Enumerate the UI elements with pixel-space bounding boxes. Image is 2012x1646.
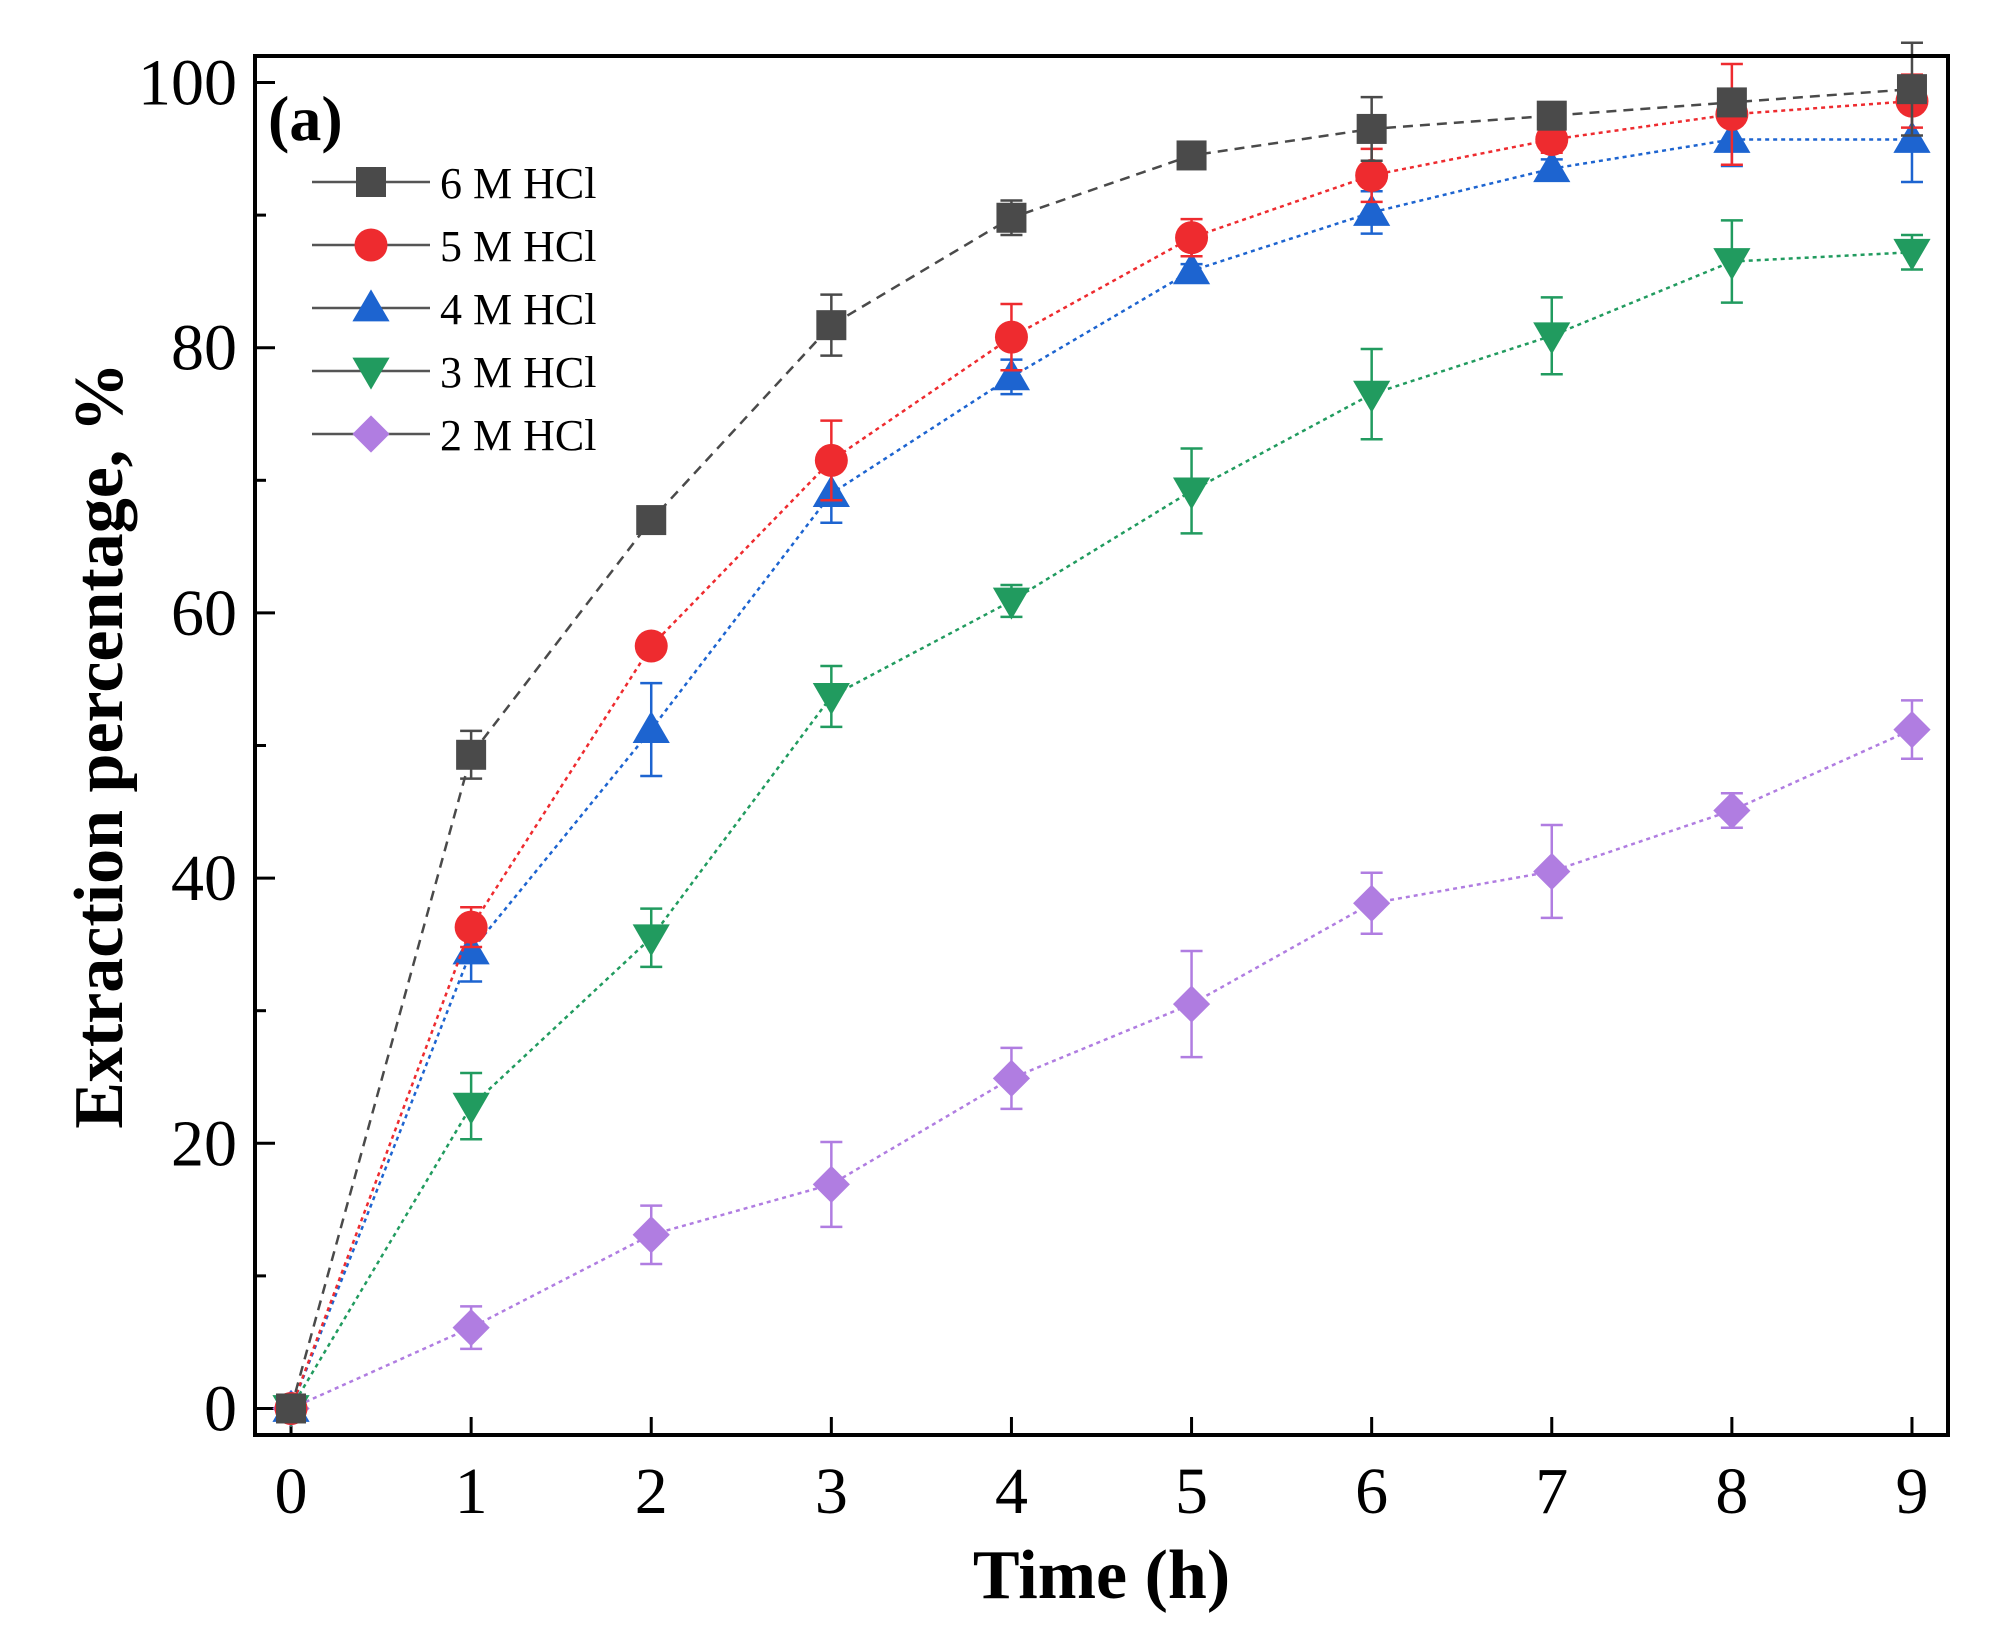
data-point [1713, 248, 1751, 281]
series-layer [272, 41, 1931, 1428]
data-point [1896, 74, 1927, 105]
x-tick-label: 2 [635, 1455, 668, 1528]
legend-label: 6 M HCl [440, 159, 596, 208]
data-point [992, 1059, 1031, 1097]
y-tick-label: 100 [138, 47, 237, 120]
data-point [452, 1308, 490, 1347]
data-point [456, 739, 487, 770]
data-point [1535, 123, 1569, 157]
data-point [452, 1092, 490, 1125]
data-point [452, 932, 490, 965]
data-point [1893, 710, 1931, 749]
data-point [1533, 150, 1571, 183]
legend-label: 5 M HCl [440, 222, 596, 271]
y-tick-label: 80 [171, 312, 237, 385]
y-tick-label: 20 [171, 1107, 237, 1180]
data-point [1175, 221, 1209, 255]
data-point [1533, 852, 1571, 891]
data-point [1893, 238, 1931, 271]
data-point [1353, 380, 1391, 413]
data-point [814, 443, 848, 477]
data-point [996, 202, 1027, 233]
legend-item: 2 M HCl [312, 411, 596, 460]
data-point [632, 924, 670, 957]
legend-marker [352, 415, 390, 453]
x-tick-label: 5 [1175, 1455, 1208, 1528]
x-tick-label: 6 [1355, 1455, 1388, 1528]
data-point [1716, 87, 1747, 118]
data-point [1536, 100, 1567, 131]
x-tick-label: 1 [455, 1455, 488, 1528]
x-tick-label: 8 [1715, 1455, 1748, 1528]
x-tick-label: 4 [995, 1455, 1028, 1528]
legend-label: 4 M HCl [440, 285, 596, 334]
data-point [276, 1393, 307, 1424]
data-point [1893, 120, 1931, 153]
data-point [636, 505, 667, 536]
series-6-m-hcl [276, 41, 1927, 1424]
legend-item: 3 M HCl [312, 348, 596, 397]
x-tick-label: 7 [1535, 1455, 1568, 1528]
y-tick-label: 40 [171, 842, 237, 915]
legend-item: 5 M HCl [312, 222, 596, 271]
legend: 6 M HCl 5 M HCl 4 M HCl 3 M HCl 2 M HCl [312, 159, 596, 460]
series-line [290, 728, 1913, 1410]
data-point [994, 320, 1028, 354]
legend-marker [356, 167, 386, 197]
data-point [992, 587, 1031, 620]
data-point [454, 910, 488, 944]
series-line [289, 250, 1913, 1410]
data-point [634, 629, 668, 663]
data-point [1172, 985, 1211, 1023]
data-point [1533, 322, 1571, 355]
data-point [1355, 158, 1389, 192]
data-point [992, 358, 1031, 391]
data-point [812, 683, 850, 716]
legend-marker [352, 289, 390, 322]
y-axis-title: Extraction percentage, % [61, 362, 138, 1129]
series-line [289, 87, 1913, 1409]
series-line [289, 138, 1912, 1409]
legend-marker [354, 228, 388, 262]
data-point [1172, 477, 1211, 510]
data-point [812, 1165, 850, 1203]
x-tick-label: 3 [815, 1455, 848, 1528]
data-point [632, 710, 670, 743]
plot-frame [253, 54, 1950, 1437]
x-tick-label: 0 [275, 1455, 308, 1528]
data-point [1713, 791, 1751, 830]
series-3-m-hcl [272, 219, 1931, 1428]
y-tick-label: 0 [204, 1372, 237, 1445]
data-point [1172, 252, 1211, 285]
x-tick-label: 9 [1895, 1455, 1928, 1528]
series-line [289, 99, 1913, 1409]
data-point [1356, 113, 1387, 144]
x-axis-title: Time (h) [973, 1537, 1230, 1614]
legend-label: 2 M HCl [440, 411, 596, 460]
data-point [1353, 193, 1391, 226]
data-point [1176, 140, 1207, 171]
legend-item: 6 M HCl [312, 159, 596, 208]
data-point [1353, 884, 1391, 922]
panel-label: (a) [268, 83, 343, 154]
data-point [816, 310, 847, 341]
legend-marker [352, 357, 390, 390]
legend-label: 3 M HCl [440, 348, 596, 397]
axis-layer: 0 1 2 3 4 5 6 7 8 9 0 20 40 60 80 100 [138, 47, 1928, 1528]
data-point [632, 1216, 670, 1254]
y-tick-label: 60 [171, 577, 237, 650]
legend-item: 4 M HCl [312, 285, 596, 334]
